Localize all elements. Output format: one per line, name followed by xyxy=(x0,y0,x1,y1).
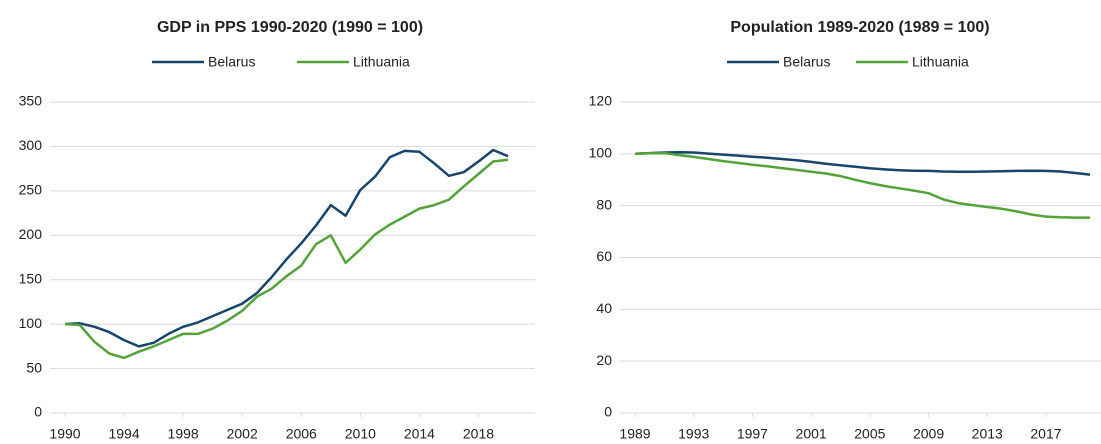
x-tick-label: 2018 xyxy=(463,426,494,442)
y-tick-label: 200 xyxy=(19,226,43,242)
legend-label: Lithuania xyxy=(353,54,410,70)
y-tick-label: 0 xyxy=(34,404,42,420)
x-tick-label: 2009 xyxy=(913,426,944,442)
x-tick-label: 1993 xyxy=(678,426,709,442)
y-tick-label: 40 xyxy=(596,300,612,316)
y-tick-label: 100 xyxy=(589,145,613,161)
y-tick-label: 150 xyxy=(19,270,43,286)
data-line xyxy=(634,151,1091,176)
y-tick-label: 80 xyxy=(596,196,612,212)
legend-label: Belarus xyxy=(783,54,830,70)
x-tick-label: 2013 xyxy=(972,426,1003,442)
y-tick-label: 20 xyxy=(596,352,612,368)
x-tick-label: 1989 xyxy=(619,426,650,442)
x-tick-label: 2002 xyxy=(227,426,258,442)
y-tick-label: 120 xyxy=(589,93,613,109)
data-line xyxy=(634,151,1090,219)
x-tick-label: 2017 xyxy=(1030,426,1061,442)
y-tick-label: 300 xyxy=(19,137,43,153)
y-tick-label: 100 xyxy=(19,315,43,331)
y-tick-label: 60 xyxy=(596,248,612,264)
x-tick-label: 2010 xyxy=(345,426,376,442)
data-line xyxy=(64,158,509,360)
x-tick-label: 2005 xyxy=(854,426,885,442)
x-tick-label: 1997 xyxy=(737,426,768,442)
legend-label: Lithuania xyxy=(912,54,969,70)
data-line xyxy=(64,148,509,348)
y-tick-label: 250 xyxy=(19,182,43,198)
y-tick-label: 50 xyxy=(26,359,42,375)
y-tick-label: 0 xyxy=(604,404,612,420)
x-tick-label: 1990 xyxy=(49,426,80,442)
chart-title: GDP in PPS 1990-2020 (1990 = 100) xyxy=(157,19,423,36)
x-tick-label: 2014 xyxy=(404,426,435,442)
x-tick-label: 1998 xyxy=(168,426,199,442)
x-tick-label: 2001 xyxy=(796,426,827,442)
x-tick-label: 2006 xyxy=(286,426,317,442)
chart-title: Population 1989-2020 (1989 = 100) xyxy=(730,19,989,36)
y-tick-label: 350 xyxy=(19,93,43,109)
x-tick-label: 1994 xyxy=(108,426,139,442)
legend-label: Belarus xyxy=(208,54,255,70)
